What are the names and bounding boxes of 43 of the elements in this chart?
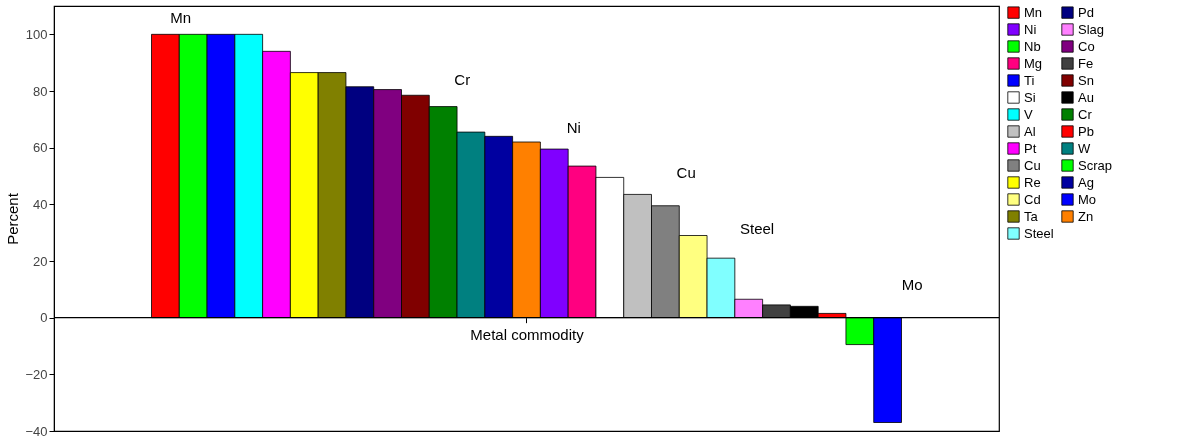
annotation: Mo [901, 276, 923, 294]
y-tick-label: 0 [40, 310, 48, 326]
legend-label: Au [1078, 89, 1094, 105]
legend-label: Cu [1024, 157, 1041, 173]
legend-label: Pb [1078, 123, 1094, 139]
y-tick-label: −20 [25, 366, 48, 382]
y-tick-label: 80 [33, 83, 48, 99]
annotation: Cu [676, 164, 696, 182]
legend-label: Al [1024, 123, 1036, 139]
y-tick-label: 100 [25, 26, 48, 42]
legend-label: W [1078, 140, 1091, 156]
annotation: Cr [454, 70, 471, 88]
legend-label: V [1024, 106, 1033, 122]
legend-label: Fe [1078, 55, 1094, 71]
legend-label: Steel [1024, 225, 1054, 241]
legend-label: Ta [1024, 208, 1039, 224]
y-tick-label: 40 [33, 196, 48, 212]
x-axis-title: Metal commodity [470, 325, 585, 343]
legend-label: Mo [1078, 191, 1097, 207]
legend-label: Pt [1024, 140, 1037, 156]
legend-label: Ti [1024, 72, 1035, 88]
annotation: Steel [739, 220, 775, 238]
legend-label: Ag [1078, 174, 1094, 190]
y-axis-title: Percent [4, 192, 22, 245]
legend-label: Re [1024, 174, 1041, 190]
legend-label: Slag [1078, 21, 1105, 37]
legend-label: Pd [1078, 4, 1094, 20]
legend-label: Sn [1078, 72, 1094, 88]
annotation: Ni [566, 119, 581, 137]
legend-label: Cd [1024, 191, 1041, 207]
legend-label: Nb [1024, 38, 1041, 54]
legend-label: Co [1078, 38, 1095, 54]
legend-label: Mn [1024, 4, 1043, 20]
legend-label: Zn [1078, 208, 1094, 224]
legend-label: Si [1024, 89, 1036, 105]
legend-label: Mg [1024, 55, 1043, 71]
y-tick-label: 20 [33, 253, 48, 269]
legend-label: Cr [1078, 106, 1093, 122]
y-tick-label: 60 [33, 140, 48, 156]
annotation: Mn [170, 8, 192, 26]
legend-label: Scrap [1078, 157, 1112, 173]
legend-label: Ni [1024, 21, 1037, 37]
y-tick-label: −40 [25, 423, 48, 439]
